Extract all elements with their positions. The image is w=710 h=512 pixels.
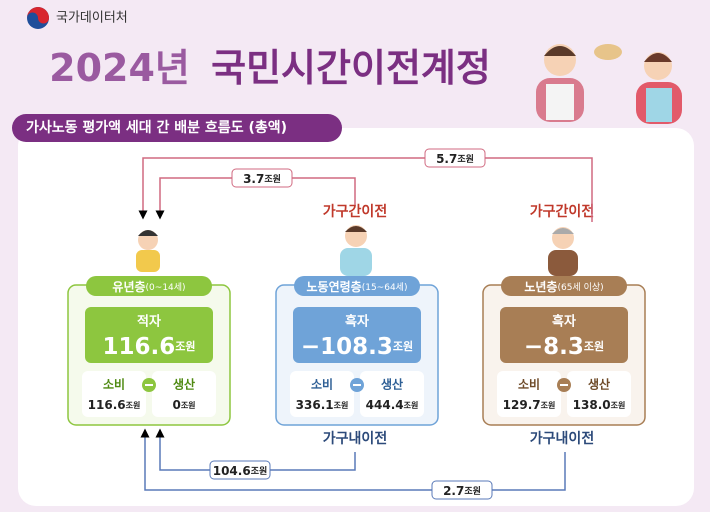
intra-label: 가구내이전 xyxy=(530,430,594,447)
logo xyxy=(27,7,49,29)
balance-label: 흑자 xyxy=(552,314,576,330)
balance-value: 116.6조원 xyxy=(102,334,195,360)
section-tab xyxy=(12,114,342,142)
unit: 조원 xyxy=(175,339,195,353)
balance-value-number: −8.3 xyxy=(524,334,584,360)
unit: 조원 xyxy=(393,339,413,353)
flow-arrow xyxy=(140,428,566,491)
section-title: 가사노동 평가액 세대 간 배분 흐름도 (총액) xyxy=(26,119,287,136)
production-label: 생산 xyxy=(173,377,195,392)
group-age: (0~14세) xyxy=(146,282,186,293)
unit: 조원 xyxy=(334,400,349,410)
flow-label-box xyxy=(431,480,493,500)
figures xyxy=(136,225,578,276)
consumption-value: 336.1조원 xyxy=(296,398,349,412)
unit: 조원 xyxy=(457,153,474,165)
consumption-value-number: 336.1 xyxy=(296,398,334,412)
consumption-box xyxy=(82,371,146,417)
group-header xyxy=(294,276,420,296)
group-header xyxy=(86,276,212,296)
group-name: 유년층(0~14세) xyxy=(112,279,185,294)
org-name: 국가데이터처 xyxy=(56,11,128,26)
unit: 조원 xyxy=(251,465,268,477)
intra-label: 가구내이전 xyxy=(323,430,387,447)
title-text: 국민시간이전계정 xyxy=(211,46,491,90)
balance-value-number: 116.6 xyxy=(102,334,175,360)
balance-value: −8.3조원 xyxy=(524,334,604,360)
flow-value-number: 5.7 xyxy=(436,152,457,166)
balance-label: 적자 xyxy=(137,314,161,330)
flow-label-box xyxy=(424,148,486,168)
main-title: 2024년 국민시간이전계정 xyxy=(49,46,491,90)
group-age: (15~64세) xyxy=(362,282,408,293)
production-value: 444.4조원 xyxy=(366,398,419,412)
flow-value-number: 3.7 xyxy=(243,172,264,186)
production-box xyxy=(152,371,216,417)
flow-value-number: 104.6 xyxy=(213,464,251,478)
balance-label: 흑자 xyxy=(345,314,369,330)
consumption-value: 129.7조원 xyxy=(503,398,556,412)
unit: 조원 xyxy=(126,400,141,410)
flow-label-box xyxy=(209,460,271,480)
consumption-value: 116.6조원 xyxy=(88,398,141,412)
title-year: 2024년 xyxy=(49,46,190,90)
production-value-number: 444.4 xyxy=(366,398,404,412)
group-header xyxy=(501,276,627,296)
balance-value-number: −108.3 xyxy=(301,334,393,360)
illustration xyxy=(536,44,682,124)
unit: 조원 xyxy=(404,400,419,410)
unit: 조원 xyxy=(264,173,281,185)
balance-box xyxy=(85,307,213,363)
unit: 조원 xyxy=(541,400,556,410)
flow-value-number: 2.7 xyxy=(443,484,464,498)
group-name-text: 노동연령층 xyxy=(307,279,362,294)
consumption-label: 소비 xyxy=(311,377,333,392)
group-name: 노동연령층(15~64세) xyxy=(307,279,408,294)
flow-arrow xyxy=(138,157,593,222)
production-label: 생산 xyxy=(381,377,403,392)
unit: 조원 xyxy=(611,400,626,410)
production-value: 0조원 xyxy=(172,398,195,412)
production-box xyxy=(360,371,424,417)
inter-label: 가구간이전 xyxy=(530,203,594,220)
consumption-box xyxy=(497,371,561,417)
group-name: 노년층(65세 이상) xyxy=(524,279,603,294)
unit: 조원 xyxy=(181,400,196,410)
balance-value: −108.3조원 xyxy=(301,334,413,360)
production-value-number: 0 xyxy=(172,398,180,412)
unit: 조원 xyxy=(584,339,604,353)
consumption-box xyxy=(290,371,354,417)
inter-label: 가구간이전 xyxy=(323,203,387,220)
consumption-label: 소비 xyxy=(518,377,540,392)
balance-box xyxy=(293,307,421,363)
production-label: 생산 xyxy=(588,377,610,392)
production-box xyxy=(567,371,631,417)
flow-label-box xyxy=(231,168,293,188)
group-name-text: 노년층 xyxy=(524,279,557,294)
flow-value: 104.6조원 xyxy=(213,464,268,478)
unit: 조원 xyxy=(464,485,481,497)
group-age: (65세 이상) xyxy=(557,282,603,293)
flow-value: 5.7조원 xyxy=(436,152,474,166)
group-name-text: 유년층 xyxy=(112,279,145,294)
production-value: 138.0조원 xyxy=(573,398,626,412)
consumption-label: 소비 xyxy=(103,377,125,392)
consumption-value-number: 129.7 xyxy=(503,398,541,412)
production-value-number: 138.0 xyxy=(573,398,611,412)
consumption-value-number: 116.6 xyxy=(88,398,126,412)
balance-box xyxy=(500,307,628,363)
flow-value: 2.7조원 xyxy=(443,484,481,498)
flow-value: 3.7조원 xyxy=(243,172,281,186)
